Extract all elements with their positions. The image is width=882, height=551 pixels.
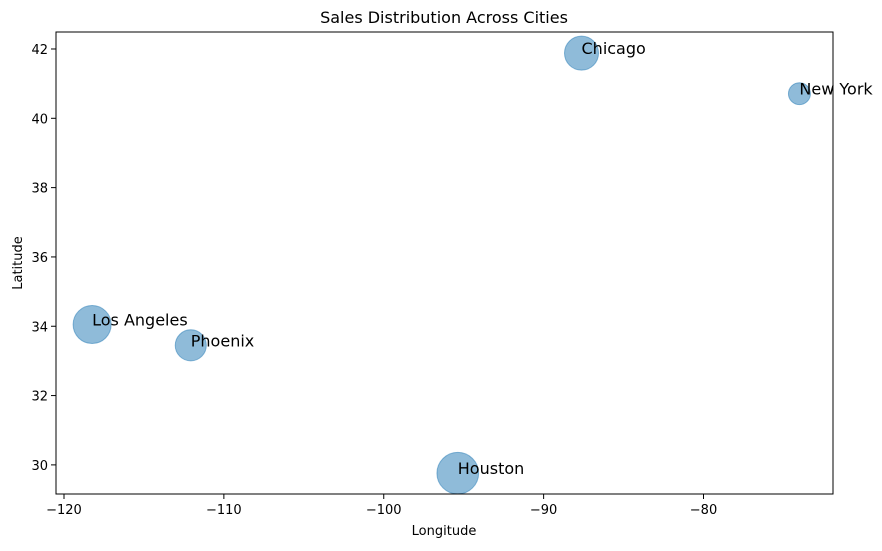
y-tick-label: 34 bbox=[31, 320, 48, 335]
y-tick-label: 32 bbox=[31, 390, 48, 405]
y-tick-label: 30 bbox=[31, 459, 48, 474]
x-tick-label: −110 bbox=[206, 503, 242, 518]
y-tick-label: 40 bbox=[31, 112, 48, 127]
x-axis-label: Longitude bbox=[412, 524, 477, 539]
chart-title: Sales Distribution Across Cities bbox=[320, 8, 568, 27]
y-tick-label: 38 bbox=[31, 182, 48, 197]
x-tick-label: −100 bbox=[366, 503, 402, 518]
x-tick-label: −90 bbox=[530, 503, 557, 518]
x-tick-label: −80 bbox=[690, 503, 717, 518]
x-tick-label: −120 bbox=[46, 503, 82, 518]
bubble bbox=[72, 305, 112, 345]
y-axis-label: Latitude bbox=[11, 236, 26, 290]
point-label: Los Angeles bbox=[92, 311, 188, 330]
point-label: Chicago bbox=[582, 39, 646, 58]
bubble bbox=[787, 82, 811, 106]
point-label: Houston bbox=[458, 459, 525, 478]
y-tick-label: 36 bbox=[31, 251, 48, 266]
plot-frame bbox=[55, 31, 834, 495]
bubble bbox=[564, 35, 600, 71]
point-label: Phoenix bbox=[191, 331, 254, 350]
point-label: New York bbox=[799, 80, 873, 99]
bubble bbox=[174, 329, 207, 362]
y-tick-label: 42 bbox=[31, 43, 48, 58]
